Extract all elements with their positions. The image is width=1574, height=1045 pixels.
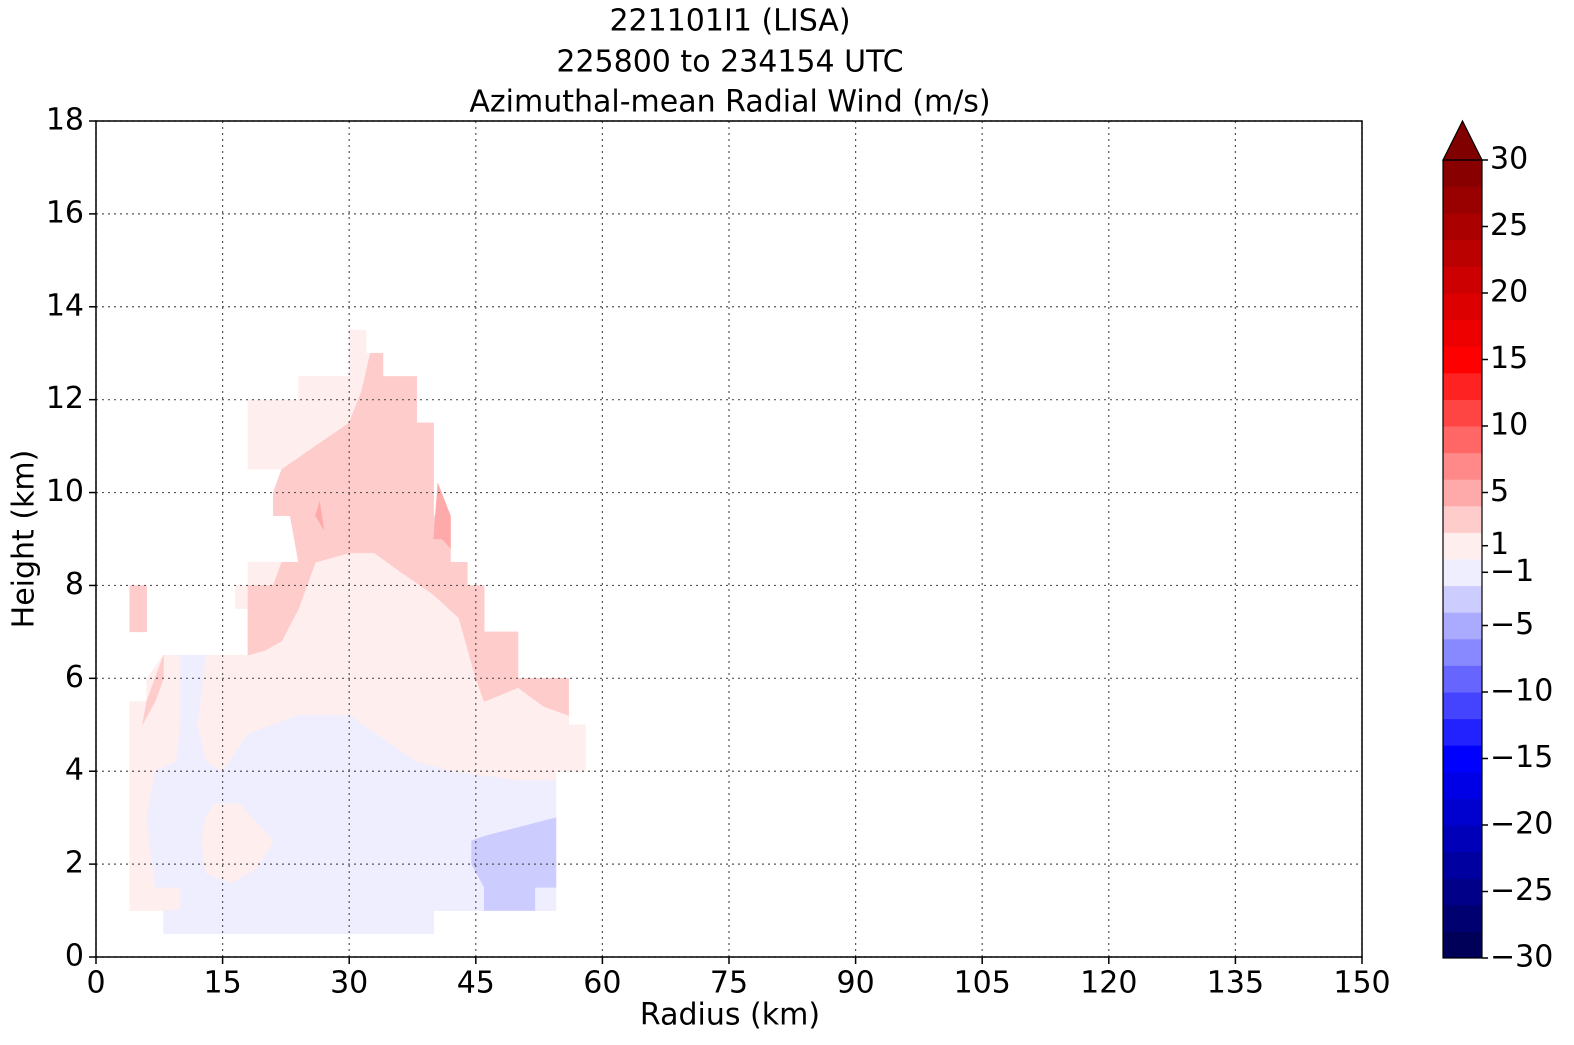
colorbar-tick-label: 15 <box>1490 341 1528 376</box>
colorbar-band <box>1443 346 1482 374</box>
colorbar-band <box>1443 186 1482 214</box>
y-tick-label: 12 <box>46 381 84 416</box>
contour-region <box>201 803 274 883</box>
colorbar-tick-label: 5 <box>1490 474 1509 509</box>
colorbar-tick-label: −10 <box>1490 674 1553 709</box>
contour-region <box>433 483 451 549</box>
colorbar-band <box>1443 372 1482 400</box>
y-tick-label: 4 <box>65 753 84 788</box>
x-tick-label: 75 <box>710 966 748 1001</box>
colorbar-band <box>1443 692 1482 720</box>
colorbar-band <box>1443 479 1482 507</box>
colorbar-band <box>1443 559 1482 587</box>
colorbar-frame <box>1442 159 1483 959</box>
colorbar-extend <box>1442 119 1483 161</box>
y-tick-label: 8 <box>65 567 84 602</box>
colorbar-tick-label: 1 <box>1490 527 1509 562</box>
colorbar-band <box>1443 293 1482 321</box>
colorbar-band <box>1443 851 1482 879</box>
colorbar-tick-label: −1 <box>1490 554 1534 589</box>
colorbar-band <box>1443 825 1482 853</box>
y-axis-label: Height (km) <box>7 450 42 629</box>
x-tick-label: 135 <box>1207 966 1264 1001</box>
colorbar-band <box>1443 266 1482 294</box>
colorbar-band <box>1443 160 1482 188</box>
colorbar-tick-label: 10 <box>1490 408 1528 443</box>
colorbar-band <box>1443 426 1482 454</box>
y-tick-label: 18 <box>46 103 84 138</box>
x-tick-label: 0 <box>86 966 105 1001</box>
chart-subtitle: 225800 to 234154 UTC <box>556 45 903 80</box>
colorbar-band <box>1443 878 1482 906</box>
colorbar-band <box>1443 505 1482 533</box>
colorbar-band <box>1443 904 1482 932</box>
y-tick-label: 16 <box>46 195 84 230</box>
x-tick-label: 45 <box>457 966 495 1001</box>
colorbar-tick-label: −30 <box>1490 940 1553 975</box>
x-tick-label: 60 <box>583 966 621 1001</box>
colorbar-band <box>1443 239 1482 267</box>
y-tick-label: 10 <box>46 474 84 509</box>
colorbar-band <box>1443 798 1482 826</box>
colorbar-band <box>1443 399 1482 427</box>
x-tick-label: 105 <box>954 966 1011 1001</box>
axes: 0 15 30 45 60 75 90 105 120 135 150 0 2 4 6 8 10 12 14 16 18 <box>46 103 1391 1001</box>
chart-title-variable: Azimuthal-mean Radial Wind (m/s) <box>469 85 990 120</box>
colorbar-band <box>1443 452 1482 480</box>
colorbar-tick-label: −25 <box>1490 873 1553 908</box>
x-tick-label: 150 <box>1333 966 1390 1001</box>
colorbar-tick-label: 30 <box>1490 142 1528 177</box>
contour-region <box>471 817 557 911</box>
colorbar-band <box>1443 213 1482 241</box>
contour-region <box>315 501 325 530</box>
colorbar-band <box>1443 665 1482 693</box>
colorbar: 30 25 20 15 10 5 1−1 −5 −10 −15 −20 −25 −30 <box>1442 119 1553 975</box>
colorbar-band <box>1443 612 1482 640</box>
colorbar-tick-label: −15 <box>1490 740 1553 775</box>
colorbar-band <box>1443 745 1482 773</box>
contour-region <box>142 655 164 725</box>
y-tick-label: 6 <box>65 660 84 695</box>
contour-regions <box>129 329 586 935</box>
x-tick-label: 120 <box>1080 966 1137 1001</box>
colorbar-band <box>1443 931 1482 959</box>
colorbar-band <box>1443 585 1482 613</box>
colorbar-band <box>1443 771 1482 799</box>
y-tick-label: 2 <box>65 846 84 881</box>
colorbar-tick-label: −20 <box>1490 807 1553 842</box>
colorbar-band <box>1443 532 1482 560</box>
contour-region <box>247 352 569 716</box>
x-tick-label: 90 <box>837 966 875 1001</box>
y-tick-label: 0 <box>65 939 84 974</box>
colorbar-band <box>1443 718 1482 746</box>
contour-region <box>129 585 147 633</box>
colorbar-band <box>1443 319 1482 347</box>
colorbar-tick-label: 25 <box>1490 208 1528 243</box>
y-tick-label: 14 <box>46 288 84 323</box>
plot-frame <box>95 120 1363 958</box>
colorbar-tick-label: −5 <box>1490 607 1534 642</box>
x-axis-label: Radius (km) <box>640 998 820 1033</box>
chart-title: 221101I1 (LISA) <box>609 4 850 39</box>
colorbar-band <box>1443 638 1482 666</box>
colorbar-tick-label: 20 <box>1490 275 1528 310</box>
x-tick-label: 30 <box>330 966 368 1001</box>
x-tick-label: 15 <box>204 966 242 1001</box>
